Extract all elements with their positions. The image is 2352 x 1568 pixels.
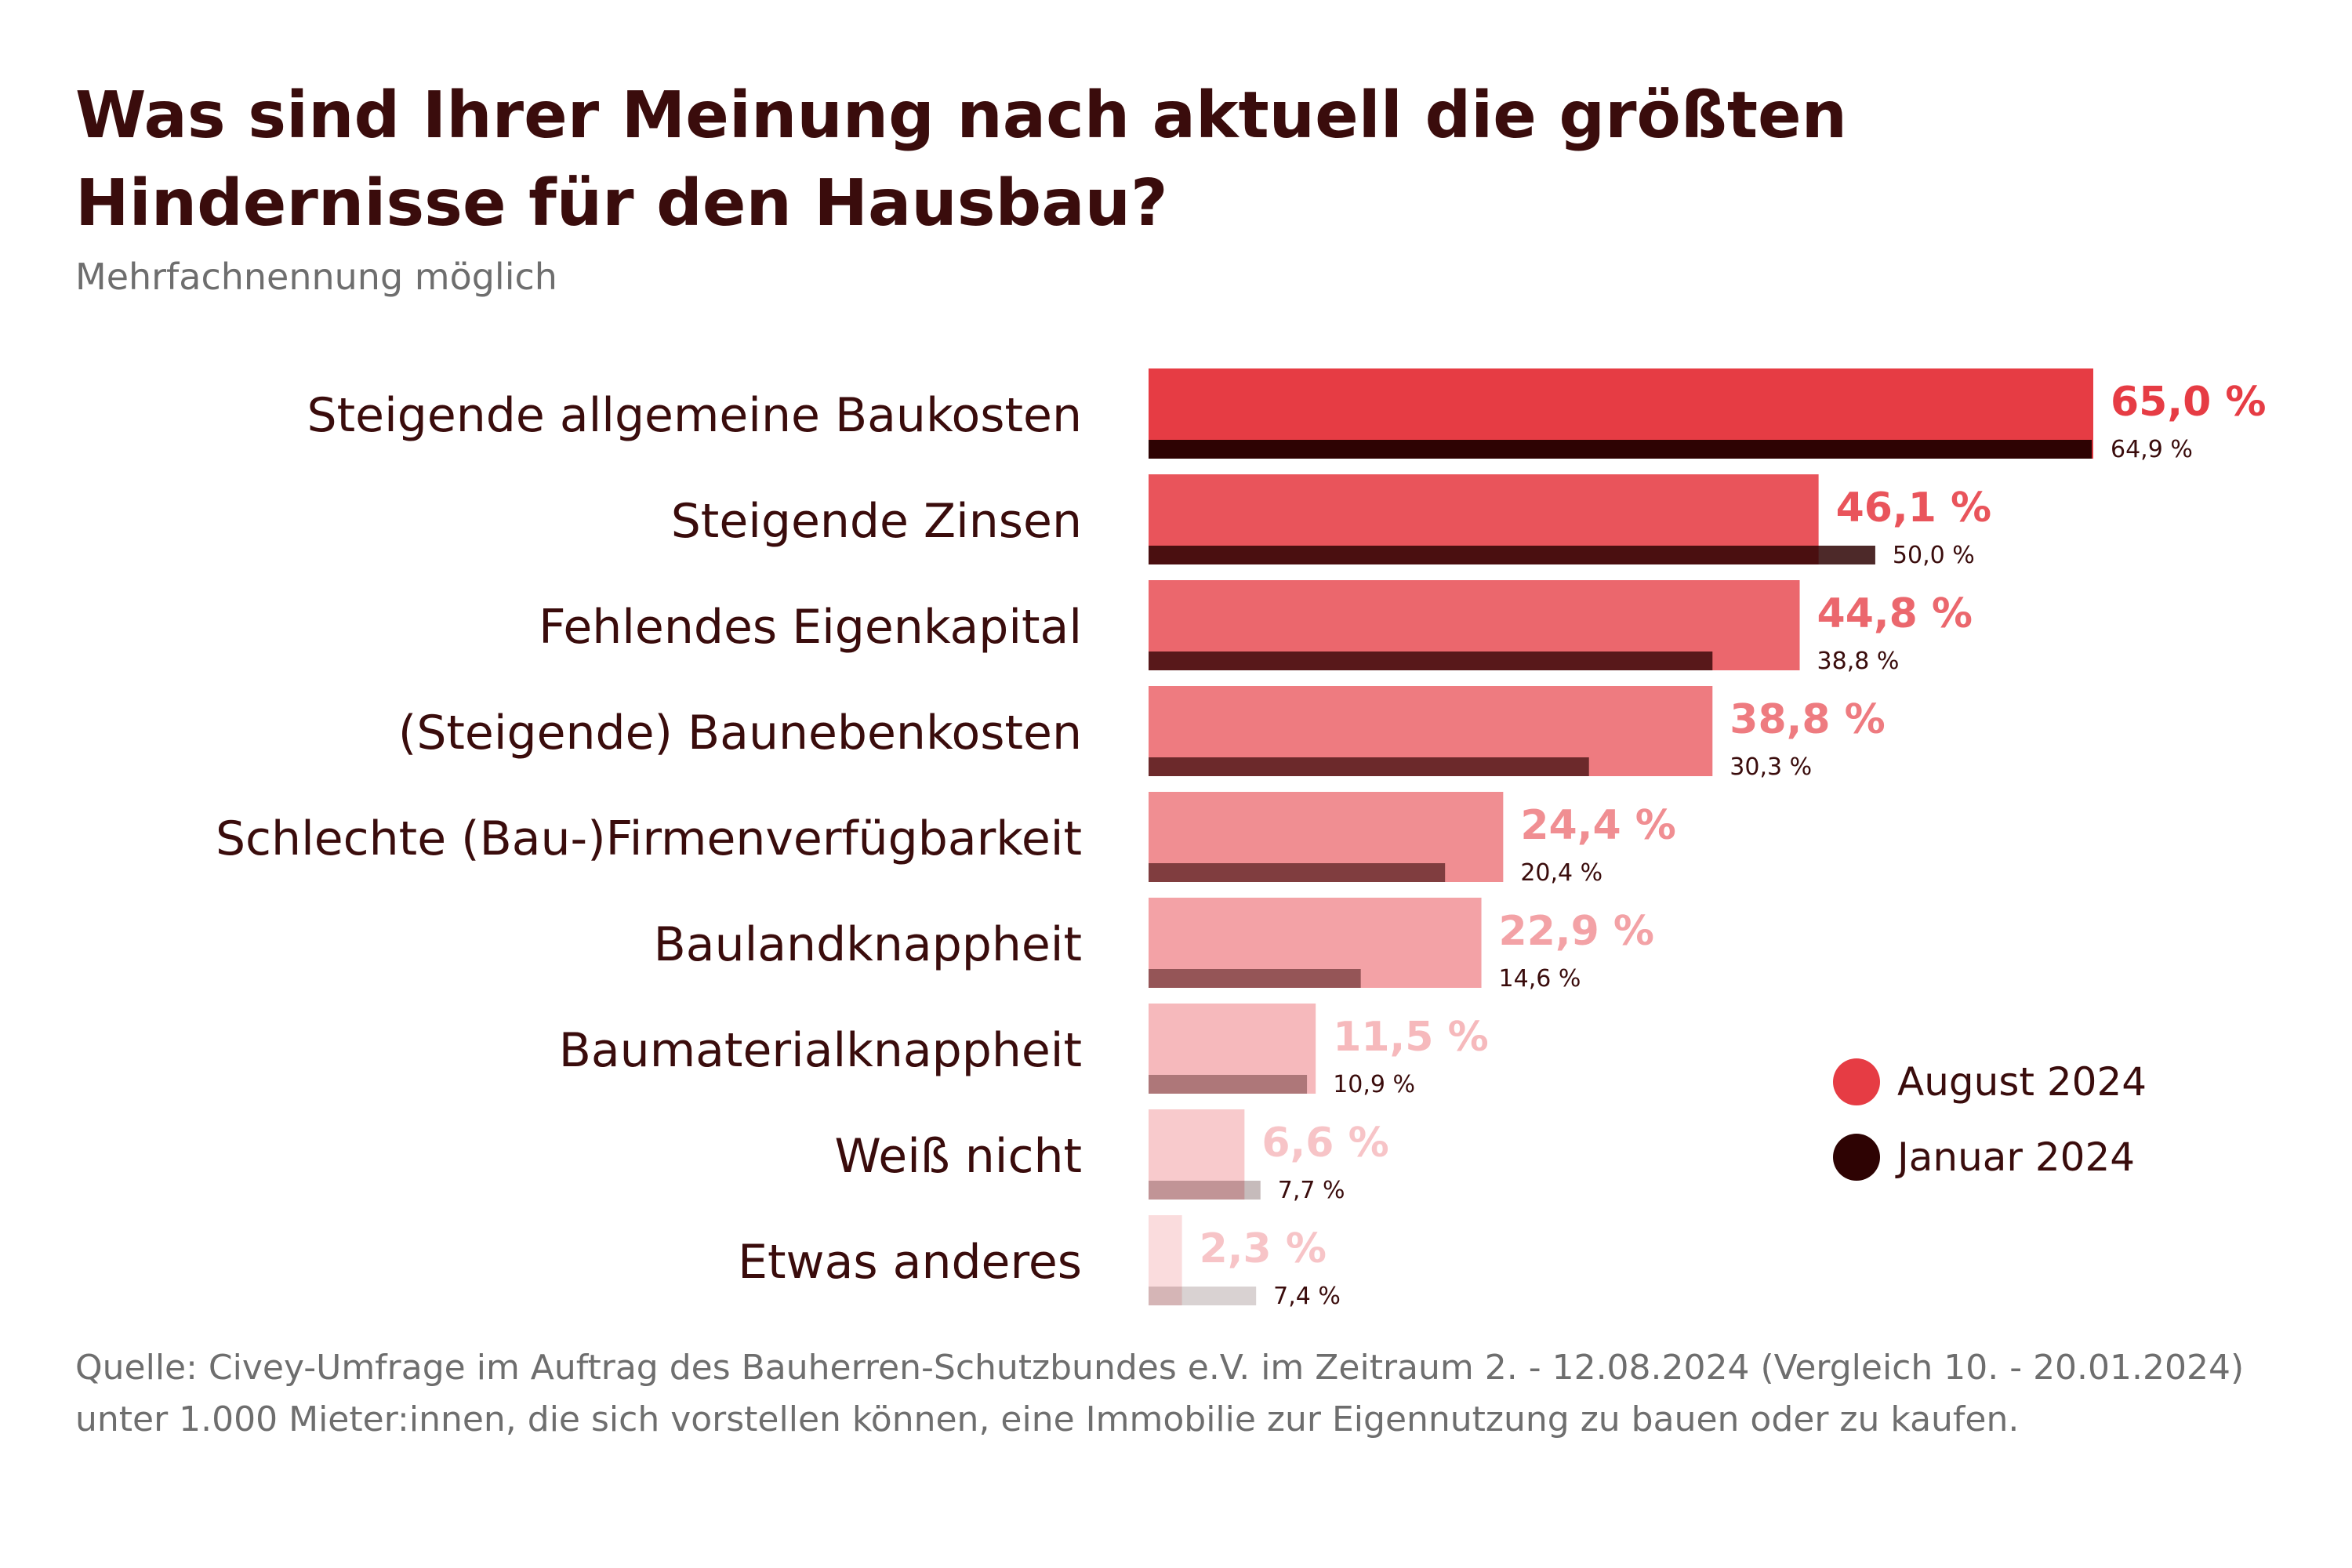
category-label: Baumaterialknappheit (559, 1023, 1082, 1078)
category-label: Weiß nicht (835, 1129, 1083, 1184)
value-label-januar: 14,6 % (1499, 965, 1581, 993)
chart-legend: August 2024 Januar 2024 (1833, 1044, 2147, 1195)
legend-dot-januar (1833, 1134, 1880, 1181)
value-label-januar: 50,0 % (1893, 542, 1975, 569)
category-label: Fehlendes Eigenkapital (539, 600, 1082, 655)
bar-januar (1149, 652, 1713, 670)
bar-januar (1149, 440, 2092, 459)
bar-januar (1149, 863, 1446, 882)
value-label-august: 11,5 % (1333, 1014, 1489, 1061)
value-label-august: 65,0 % (2111, 379, 2267, 426)
legend-label-august: August 2024 (1897, 1059, 2147, 1105)
value-label-august: 24,4 % (1520, 802, 1676, 849)
bar-januar (1149, 757, 1589, 776)
legend-dot-august (1833, 1058, 1880, 1105)
category-label: Baulandknappheit (654, 917, 1082, 972)
category-label: Steigende Zinsen (671, 494, 1082, 549)
value-label-august: 38,8 % (1730, 696, 1886, 743)
value-label-januar: 7,4 % (1273, 1283, 1341, 1310)
value-label-august: 2,3 % (1200, 1225, 1327, 1272)
category-label: (Steigende) Baunebenkosten (398, 706, 1082, 760)
value-label-august: 22,9 % (1499, 908, 1655, 955)
legend-item-august: August 2024 (1833, 1044, 2147, 1120)
value-label-januar: 10,9 % (1333, 1071, 1415, 1098)
category-label: Schlechte (Bau-)Firmenverfügbarkeit (216, 811, 1082, 866)
chart-subtitle: Mehrfachnennung möglich (75, 256, 557, 298)
bar-august (1149, 1215, 1182, 1305)
bar-august (1149, 1109, 1245, 1200)
value-label-januar: 30,3 % (1730, 753, 1812, 781)
value-label-januar: 64,9 % (2111, 436, 2193, 463)
bar-chart: Steigende allgemeine Baukosten 65,0 % 64,9… (216, 368, 2267, 1310)
value-label-august: 6,6 % (1261, 1120, 1388, 1167)
bar-januar (1149, 1181, 1261, 1200)
bar-januar (1149, 969, 1361, 988)
category-label: Etwas anderes (738, 1235, 1082, 1290)
legend-item-januar: Januar 2024 (1833, 1120, 2147, 1195)
value-label-januar: 20,4 % (1520, 859, 1602, 887)
bar-januar (1149, 546, 1875, 564)
chart-title: Was sind Ihrer Meinung nach aktuell die … (75, 78, 1848, 241)
source-note: Quelle: Civey-Umfrage im Auftrag des Bau… (75, 1348, 2245, 1439)
legend-label-januar: Januar 2024 (1897, 1134, 2136, 1180)
value-label-januar: 38,8 % (1817, 648, 1900, 675)
bar-januar (1149, 1287, 1257, 1305)
value-label-august: 46,1 % (1836, 485, 1992, 532)
bar-januar (1149, 1075, 1308, 1094)
value-label-januar: 7,7 % (1278, 1177, 1345, 1204)
category-label: Steigende allgemeine Baukosten (307, 388, 1082, 443)
bar-august (1149, 898, 1482, 988)
bar-august (1149, 1004, 1316, 1094)
value-label-august: 44,8 % (1817, 590, 1973, 637)
